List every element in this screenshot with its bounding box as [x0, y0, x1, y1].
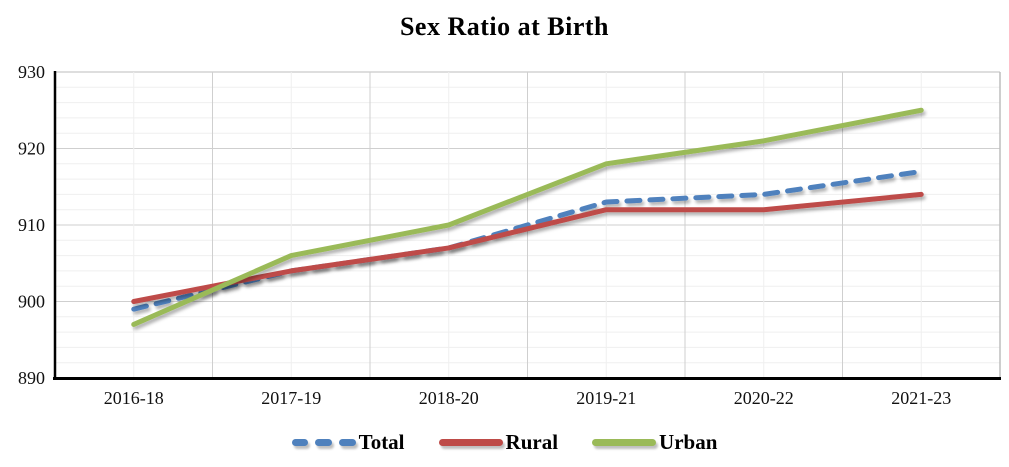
x-tick-label: 2018-20	[419, 388, 479, 408]
legend-swatch-urban	[592, 439, 657, 446]
x-tick-label: 2016-18	[104, 388, 164, 408]
x-tick-label: 2020-22	[734, 388, 794, 408]
series-line-total	[131, 168, 924, 312]
legend-item-rural: Rural	[438, 430, 559, 454]
legend-item-urban: Urban	[592, 432, 717, 453]
y-tick-label: 900	[18, 292, 45, 312]
series-line-rural	[131, 191, 924, 304]
x-tick-label: 2017-19	[261, 388, 321, 408]
chart-legend: Total Rural Urban	[0, 432, 1009, 453]
legend-swatch-total	[291, 439, 356, 446]
legend-swatch-dash	[315, 439, 332, 446]
y-tick-label: 890	[18, 368, 45, 388]
y-tick-label: 910	[18, 215, 45, 235]
legend-swatch-rural	[438, 439, 503, 446]
legend-label-rural: Rural	[505, 430, 559, 454]
legend-label-urban: Urban	[659, 430, 718, 454]
y-tick-label: 930	[18, 62, 45, 82]
y-tick-label: 920	[18, 139, 45, 159]
legend-swatch-dash	[338, 439, 356, 446]
x-tick-label: 2019-21	[576, 388, 636, 408]
legend-label-total: Total	[358, 430, 405, 454]
legend-item-total: Total	[291, 430, 405, 454]
series-line-urban	[131, 107, 924, 327]
legend-swatch-dash	[291, 439, 309, 446]
x-tick-label: 2021-23	[891, 388, 951, 408]
chart-title: Sex Ratio at Birth	[399, 12, 610, 41]
